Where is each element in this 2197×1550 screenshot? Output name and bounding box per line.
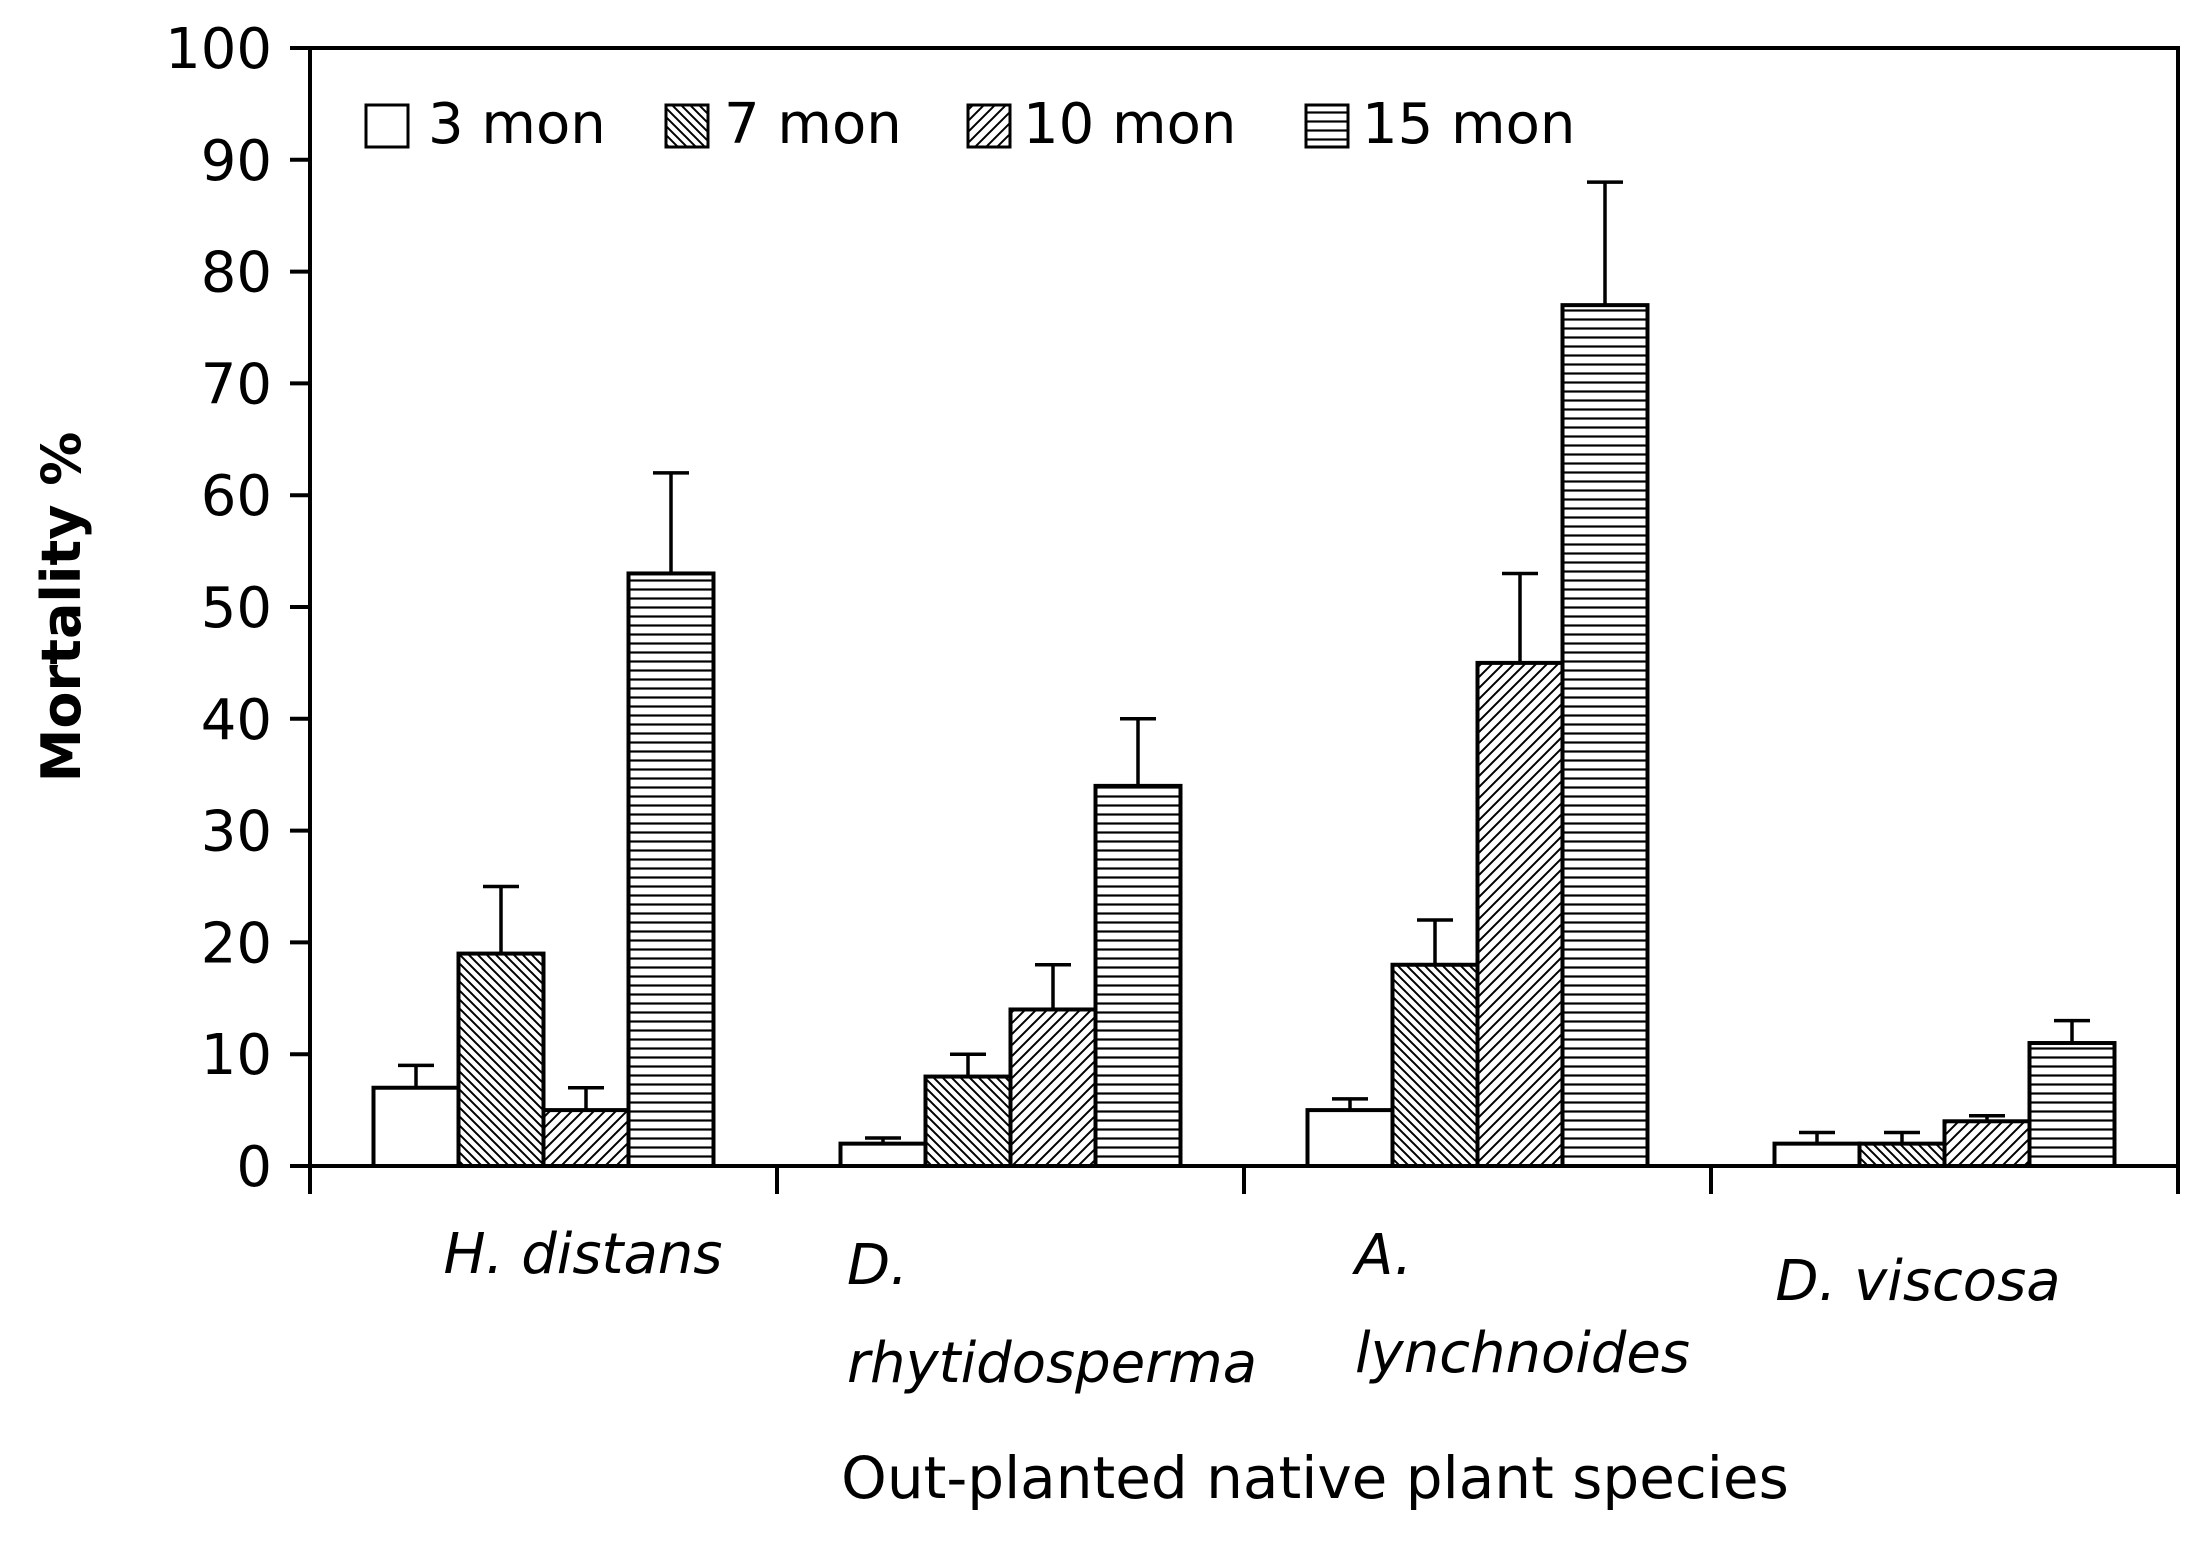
y-tick-label: 0 <box>236 1135 272 1200</box>
bar-10-mon-3 <box>1942 1119 2032 1169</box>
bar-10-mon-0 <box>541 1108 631 1168</box>
x-axis <box>308 1166 2180 1194</box>
bar-3-mon-3 <box>1772 1141 1862 1169</box>
legend-swatch-15-mon <box>1304 103 1350 149</box>
y-tick-label: 50 <box>201 576 272 641</box>
bar-3-mon-0 <box>371 1085 461 1168</box>
legend-swatch-3-mon <box>364 103 410 149</box>
bars-group <box>371 303 2117 1169</box>
legend-label: 3 mon <box>428 92 606 157</box>
bar-7-mon-0 <box>456 951 546 1169</box>
y-tick-label: 30 <box>201 800 272 865</box>
error-bars-group <box>398 180 2090 1144</box>
category-label: A. <box>1352 1223 1412 1288</box>
bar-7-mon-2 <box>1390 962 1480 1169</box>
y-axis: 0 10 20 30 40 50 60 70 80 90 100 <box>165 17 310 1200</box>
bar-3-mon-1 <box>838 1141 928 1169</box>
bar-7-mon-3 <box>1857 1141 1947 1169</box>
y-tick-label: 60 <box>201 464 272 529</box>
legend-label: 10 mon <box>1023 92 1236 157</box>
legend-label: 7 mon <box>724 92 902 157</box>
category-labels: H. distans D. rhytidosperma A. lynchnoides D.… <box>444 1222 2061 1396</box>
legend: 3 mon 7 mon 10 mon 15 mon <box>364 92 1575 157</box>
y-axis-title: Mortality % <box>30 432 93 783</box>
bar-15-mon-1 <box>1093 783 1183 1168</box>
y-tick-label: 20 <box>201 911 272 976</box>
y-tick-label: 100 <box>165 17 272 82</box>
category-label: H. distans <box>444 1222 723 1287</box>
y-tick-label: 90 <box>201 129 272 194</box>
legend-swatch-7-mon <box>664 103 710 149</box>
bar-7-mon-1 <box>923 1074 1013 1169</box>
category-label: D. <box>847 1233 908 1298</box>
y-tick-label: 80 <box>201 241 272 306</box>
y-tick-label: 40 <box>201 688 272 753</box>
bar-15-mon-2 <box>1560 303 1650 1168</box>
category-label: lynchnoides <box>1355 1321 1690 1386</box>
y-tick-label: 10 <box>201 1023 272 1088</box>
bar-15-mon-0 <box>626 571 716 1168</box>
bar-10-mon-1 <box>1008 1007 1098 1168</box>
bar-10-mon-2 <box>1475 660 1565 1169</box>
x-axis-title: Out-planted native plant species <box>841 1444 1789 1512</box>
category-label: D. viscosa <box>1775 1249 2060 1314</box>
bar-15-mon-3 <box>2027 1041 2117 1169</box>
category-label: rhytidosperma <box>847 1331 1257 1396</box>
plot-frame <box>308 46 2180 1168</box>
legend-swatch-10-mon <box>966 103 1012 149</box>
legend-label: 15 mon <box>1362 92 1575 157</box>
y-tick-label: 70 <box>201 352 272 417</box>
bar-3-mon-2 <box>1305 1108 1395 1168</box>
